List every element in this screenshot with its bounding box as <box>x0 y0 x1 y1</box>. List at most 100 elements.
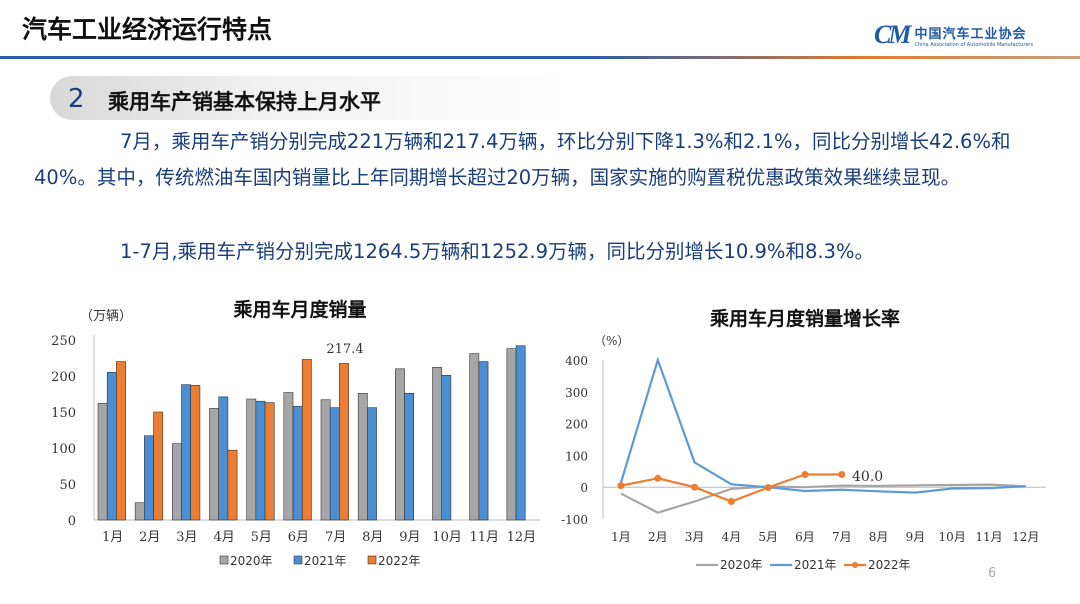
line-x-tick: 4月 <box>722 530 742 544</box>
caam-logo-mark: CM <box>874 20 912 49</box>
bar-2021年-6月 <box>292 405 303 521</box>
bar-x-tick: 3月 <box>176 530 197 545</box>
bar-2020年-2月 <box>134 502 145 521</box>
line-x-tick: 11月 <box>975 530 1002 544</box>
bar-2022年-4月 <box>227 449 238 521</box>
line-legend-label: 2020年 <box>720 558 763 572</box>
bar-legend-label: 2022年 <box>378 554 421 568</box>
line-legend-label: 2021年 <box>794 558 837 572</box>
line-marker-2022年 <box>727 498 735 506</box>
line-x-tick: 1月 <box>611 530 631 544</box>
bar-2022年-1月 <box>116 361 126 521</box>
bar-2020年-8月 <box>357 392 368 521</box>
line-x-tick: 3月 <box>685 530 705 544</box>
bar-2021年-12月 <box>515 345 526 521</box>
bar-x-tick: 6月 <box>288 530 309 545</box>
caam-logo: CM 中国汽车工业协会 China Association of Automob… <box>874 20 1033 50</box>
line-x-tick: 7月 <box>832 530 852 544</box>
bar-y-tick: 0 <box>68 514 76 529</box>
bar-legend-swatch <box>367 555 377 565</box>
bar-x-tick: 8月 <box>362 530 383 545</box>
bar-x-tick: 4月 <box>213 530 234 545</box>
bar-legend-label: 2020年 <box>230 554 273 568</box>
bar-x-tick: 2月 <box>139 530 160 545</box>
bar-2022年-3月 <box>190 385 201 521</box>
bar-y-tick: 250 <box>51 334 76 349</box>
bar-2021年-7月 <box>329 407 340 521</box>
bar-2022年-2月 <box>153 411 164 521</box>
bar-x-tick: 7月 <box>325 530 346 545</box>
line-y-tick: 100 <box>565 449 588 463</box>
line-legend-marker <box>852 562 858 568</box>
bar-y-tick: 150 <box>51 406 76 421</box>
header-divider <box>0 56 1080 59</box>
bar-x-tick: 1月 <box>102 530 123 545</box>
bar-y-unit: （万辆） <box>80 309 132 324</box>
bar-2020年-1月 <box>97 403 108 521</box>
line-y-tick: 300 <box>565 386 588 400</box>
section-banner <box>50 76 570 120</box>
section-number: 2 <box>68 84 85 114</box>
line-x-tick: 12月 <box>1012 530 1039 544</box>
bar-2021年-2月 <box>144 435 154 521</box>
bar-y-tick: 200 <box>51 370 76 385</box>
bar-2021年-9月 <box>404 392 415 521</box>
logo-en: China Association of Automobile Manufact… <box>914 41 1034 48</box>
bar-2020年-4月 <box>209 408 219 521</box>
paragraph-2: 1-7月,乘用车产销分别完成1264.5万辆和1252.9万辆，同比分别增长10… <box>120 240 874 263</box>
bar-2020年-5月 <box>246 398 257 521</box>
line-y-unit: （%） <box>594 334 629 348</box>
bar-x-tick: 10月 <box>432 530 462 545</box>
line-y-tick: -100 <box>561 513 588 527</box>
bar-2022年-6月 <box>301 359 312 521</box>
bar-2021年-10月 <box>441 374 452 521</box>
bar-2020年-7月 <box>320 399 331 521</box>
line-marker-2022年 <box>654 474 662 482</box>
line-x-tick: 10月 <box>939 530 966 544</box>
bar-2020年-6月 <box>283 392 294 521</box>
line-marker-2022年 <box>764 484 772 492</box>
bar-x-tick: 11月 <box>469 530 499 545</box>
page-title: 汽车工业经济运行特点 <box>22 15 273 44</box>
line-marker-2022年 <box>617 482 625 490</box>
bar-2022年-7月 <box>339 363 349 521</box>
section-title: 乘用车产销基本保持上月水平 <box>108 90 381 114</box>
line-series-2021年 <box>619 356 1026 494</box>
bar-2021年-5月 <box>255 400 266 521</box>
bar-2020年-3月 <box>172 443 182 521</box>
bar-2021年-4月 <box>218 396 229 521</box>
paragraph-1: 7月，乘用车产销分别完成221万辆和217.4万辆，环比分别下降1.3%和2.1… <box>34 130 1011 189</box>
bar-2021年-11月 <box>478 361 489 521</box>
line-x-tick: 5月 <box>758 530 778 544</box>
logo-cn: 中国汽车工业协会 <box>914 26 1027 42</box>
page-number: 6 <box>988 566 997 581</box>
line-chart-title: 乘用车月度销量增长率 <box>709 307 900 330</box>
line-series-2020年 <box>620 483 1026 514</box>
line-marker-2022年 <box>801 470 809 478</box>
bar-x-tick: 12月 <box>507 530 537 545</box>
bar-2020年-11月 <box>469 353 480 521</box>
bar-2020年-9月 <box>395 368 405 521</box>
bar-annotation: 217.4 <box>326 342 363 357</box>
bar-legend-swatch <box>219 555 229 565</box>
bar-chart-title: 乘用车月度销量 <box>232 298 366 321</box>
bar-2021年-1月 <box>106 372 117 521</box>
bar-x-tick: 5月 <box>251 530 272 545</box>
bar-2020年-10月 <box>432 367 442 521</box>
line-annotation: 40.0 <box>852 469 883 485</box>
bar-legend-label: 2021年 <box>304 554 347 568</box>
line-y-tick: 0 <box>580 481 588 495</box>
bar-y-tick: 50 <box>59 478 76 493</box>
bar-2021年-3月 <box>181 384 192 521</box>
line-marker-2022年 <box>838 470 846 478</box>
bar-2022年-5月 <box>264 402 275 521</box>
bar-y-tick: 100 <box>51 442 76 457</box>
bar-legend-swatch <box>293 555 303 565</box>
line-x-tick: 9月 <box>906 530 926 544</box>
line-legend-label: 2022年 <box>868 558 911 572</box>
line-y-tick: 400 <box>565 354 588 368</box>
bar-2021年-8月 <box>367 407 377 521</box>
line-x-tick: 6月 <box>795 530 815 544</box>
line-marker-2022年 <box>691 483 699 491</box>
